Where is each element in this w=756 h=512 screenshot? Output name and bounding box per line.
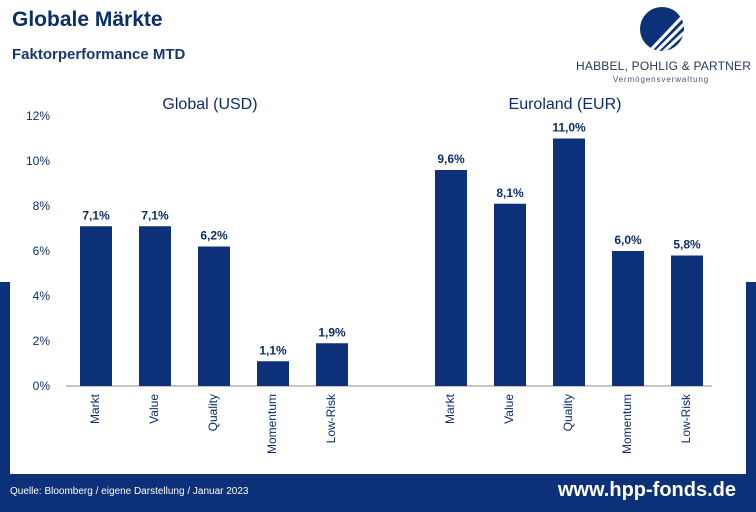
- y-tick-label: 8%: [33, 199, 51, 213]
- left-accent-band: [0, 282, 10, 512]
- bar-1-4: [671, 255, 703, 386]
- value-label-0-1: 7,1%: [141, 208, 169, 222]
- category-label-1-3: Momentum: [620, 394, 634, 454]
- y-tick-label: 4%: [33, 289, 51, 303]
- category-label-1-0: Markt: [443, 393, 457, 424]
- footer-bar: Quelle: Bloomberg / eigene Darstellung /…: [0, 474, 756, 512]
- category-label-1-1: Value: [502, 394, 516, 424]
- chart-title: Globale Märkte: [12, 8, 163, 31]
- bar-0-2: [198, 246, 230, 386]
- group-title-0: Global (USD): [162, 96, 257, 113]
- category-label-1-4: Low-Risk: [679, 393, 693, 443]
- category-label-0-1: Value: [147, 394, 161, 424]
- category-label-0-3: Momentum: [265, 394, 279, 454]
- category-label-0-4: Low-Risk: [324, 393, 338, 443]
- stripe-circle-logo-icon: [640, 7, 684, 51]
- bar-1-1: [494, 203, 526, 386]
- chart-subtitle: Faktorperformance MTD: [12, 46, 186, 63]
- group-title-1: Euroland (EUR): [509, 96, 622, 113]
- right-accent-band: [746, 282, 756, 512]
- y-tick-label: 0%: [33, 379, 51, 393]
- bar-1-3: [612, 251, 644, 386]
- y-tick-label: 2%: [33, 334, 51, 348]
- category-label-0-2: Quality: [206, 394, 220, 431]
- bar-1-0: [435, 170, 467, 386]
- value-label-0-2: 6,2%: [200, 229, 228, 243]
- brand-tagline: Vermögensverwaltung: [612, 75, 710, 84]
- category-label-0-0: Markt: [88, 393, 102, 424]
- value-label-1-2: 11,0%: [552, 121, 586, 135]
- value-label-0-4: 1,9%: [318, 325, 346, 339]
- y-tick-label: 10%: [26, 154, 50, 168]
- bar-0-1: [139, 226, 171, 386]
- bar-0-4: [316, 343, 348, 386]
- source-note: Quelle: Bloomberg / eigene Darstellung /…: [10, 486, 249, 497]
- value-label-1-1: 8,1%: [496, 186, 524, 200]
- value-label-1-3: 6,0%: [614, 233, 642, 247]
- value-label-1-4: 5,8%: [673, 238, 701, 252]
- value-label-0-0: 7,1%: [82, 208, 110, 222]
- bar-0-3: [257, 361, 289, 386]
- value-label-0-3: 1,1%: [259, 343, 287, 357]
- brand-logo: HABBEL, POHLIG & PARTNER Vermögensverwal…: [576, 6, 752, 88]
- category-label-1-2: Quality: [561, 394, 575, 431]
- brand-name: HABBEL, POHLIG & PARTNER: [576, 59, 752, 73]
- y-tick-label: 12%: [26, 109, 50, 123]
- bar-0-0: [80, 226, 112, 386]
- bar-1-2: [553, 138, 585, 386]
- value-label-1-0: 9,6%: [437, 152, 465, 166]
- website-link[interactable]: www.hpp-fonds.de: [557, 479, 736, 501]
- y-tick-label: 6%: [33, 244, 51, 258]
